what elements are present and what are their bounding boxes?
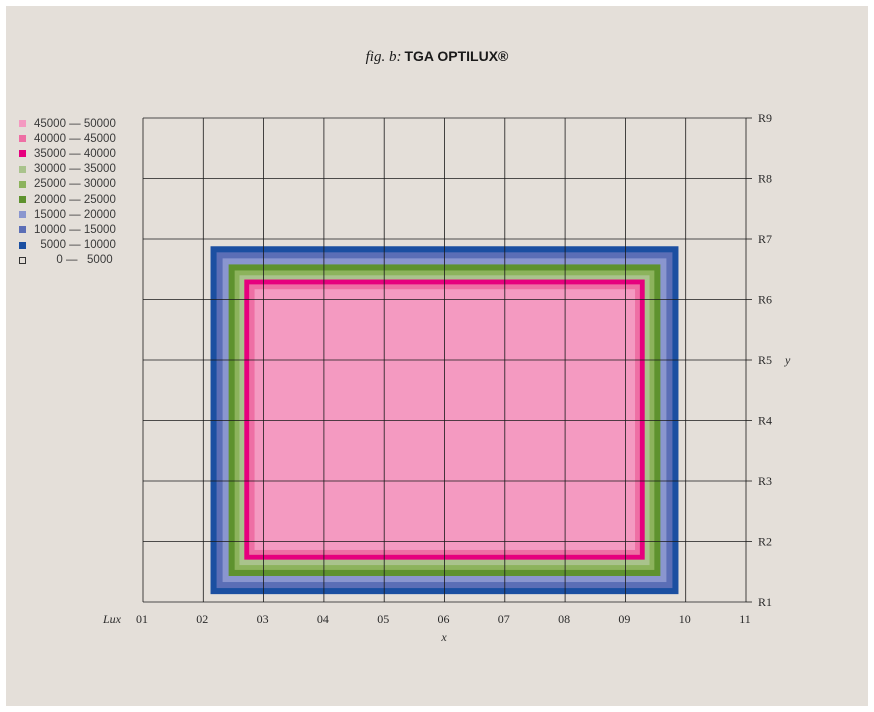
x-axis-label: x bbox=[440, 630, 447, 644]
legend-swatch bbox=[19, 135, 26, 143]
legend-label: 30000 — 35000 bbox=[34, 163, 116, 176]
y-tick-label: R5 bbox=[758, 353, 772, 367]
y-axis-label: y bbox=[784, 353, 791, 367]
x-tick-label: 11 bbox=[739, 612, 751, 626]
y-tick-label: R1 bbox=[758, 595, 772, 609]
y-tick-label: R7 bbox=[758, 232, 772, 246]
legend-item: 40000 — 45000 bbox=[19, 131, 116, 146]
x-tick-label: 05 bbox=[377, 612, 389, 626]
legend-swatch bbox=[19, 165, 26, 173]
legend-item: 30000 — 35000 bbox=[19, 162, 116, 177]
legend-item: 20000 — 25000 bbox=[19, 192, 116, 207]
legend-swatch bbox=[19, 196, 26, 204]
legend-label: 40000 — 45000 bbox=[34, 132, 116, 145]
legend-swatch bbox=[19, 120, 26, 128]
legend-label: 0 — 5000 bbox=[34, 254, 113, 267]
legend-label: 25000 — 30000 bbox=[34, 178, 116, 191]
x-tick-label: 10 bbox=[679, 612, 691, 626]
legend-item: 45000 — 50000 bbox=[19, 116, 116, 131]
y-tick-label: R6 bbox=[758, 293, 772, 307]
legend-item: 25000 — 30000 bbox=[19, 177, 116, 192]
x-tick-label: 04 bbox=[317, 612, 329, 626]
legend-label: 5000 — 10000 bbox=[34, 239, 116, 252]
x-tick-label: 07 bbox=[498, 612, 510, 626]
legend-label: 20000 — 25000 bbox=[34, 193, 116, 206]
legend-swatch bbox=[19, 226, 26, 234]
legend-swatch bbox=[19, 211, 26, 219]
product-name: TGA OPTILUX® bbox=[404, 48, 509, 64]
x-tick-label: 02 bbox=[196, 612, 208, 626]
legend-label: 10000 — 15000 bbox=[34, 223, 116, 236]
figure-label: fig. b: bbox=[365, 49, 402, 65]
legend-swatch bbox=[19, 241, 26, 249]
legend-item: 0 — 5000 bbox=[19, 253, 116, 268]
legend: 45000 — 50000 40000 — 45000 35000 — 40000 3… bbox=[19, 116, 116, 268]
unit-label: Lux bbox=[102, 612, 122, 626]
x-tick-label: 09 bbox=[618, 612, 630, 626]
legend-item: 10000 — 15000 bbox=[19, 222, 116, 237]
y-tick-label: R9 bbox=[758, 111, 772, 125]
legend-label: 35000 — 40000 bbox=[34, 147, 116, 160]
chart-title: fig. b: TGA OPTILUX® bbox=[0, 48, 874, 66]
legend-swatch bbox=[19, 150, 26, 158]
legend-item: 35000 — 40000 bbox=[19, 146, 116, 161]
x-tick-label: 06 bbox=[438, 612, 450, 626]
x-tick-label: 01 bbox=[136, 612, 148, 626]
legend-swatch bbox=[19, 256, 26, 264]
y-tick-label: R4 bbox=[758, 414, 772, 428]
x-tick-label: 08 bbox=[558, 612, 570, 626]
legend-item: 5000 — 10000 bbox=[19, 238, 116, 253]
legend-label: 45000 — 50000 bbox=[34, 117, 116, 130]
y-tick-label: R3 bbox=[758, 474, 772, 488]
legend-label: 15000 — 20000 bbox=[34, 208, 116, 221]
legend-item: 15000 — 20000 bbox=[19, 207, 116, 222]
x-tick-label: 03 bbox=[257, 612, 269, 626]
y-tick-label: R8 bbox=[758, 172, 772, 186]
legend-swatch bbox=[19, 180, 26, 188]
y-tick-label: R2 bbox=[758, 535, 772, 549]
